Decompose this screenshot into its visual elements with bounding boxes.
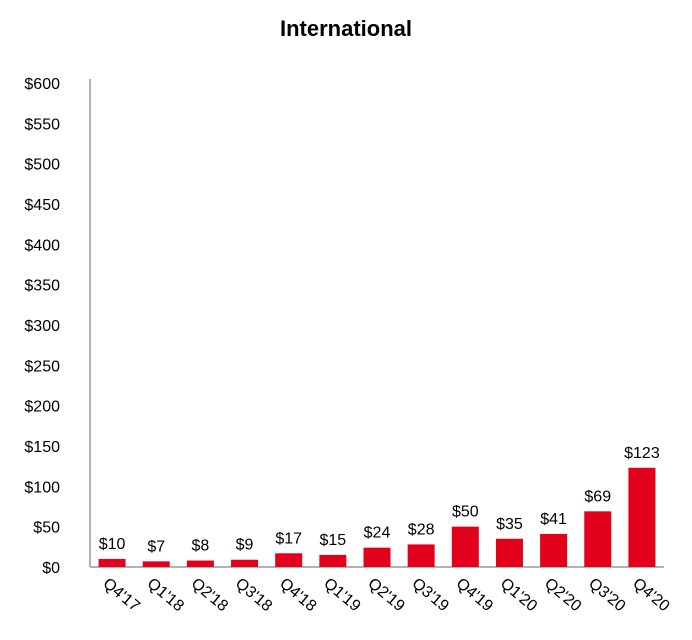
data-label: $35 (496, 516, 523, 533)
bar (540, 533, 568, 567)
x-tick-label: Q2'20 (541, 575, 584, 615)
bar (451, 526, 479, 567)
bar (628, 467, 656, 567)
data-label: $50 (452, 504, 479, 521)
y-tick-label: $50 (33, 520, 60, 537)
bar (495, 538, 523, 567)
x-tick-label: Q4'20 (629, 575, 672, 615)
y-tick-label: $450 (24, 197, 60, 214)
y-tick-label: $300 (24, 318, 60, 335)
y-tick-label: $550 (24, 116, 60, 133)
bar (275, 553, 303, 567)
chart-title: International (279, 16, 412, 41)
data-label: $69 (584, 488, 611, 505)
x-tick-label: Q1'20 (497, 575, 540, 615)
x-tick-label: Q2'19 (364, 575, 407, 615)
y-tick-label: $400 (24, 237, 60, 254)
x-tick-label: Q1'18 (144, 575, 187, 615)
data-label: $123 (624, 445, 660, 462)
y-tick-label: $150 (24, 439, 60, 456)
data-label: $28 (408, 521, 435, 538)
x-tick-label: Q3'19 (409, 575, 452, 615)
x-tick-label: Q4'17 (100, 575, 143, 615)
bar (142, 561, 170, 567)
bar (98, 558, 126, 567)
data-label: $7 (147, 538, 165, 555)
x-tick-label: Q3'18 (232, 575, 275, 615)
y-tick-label: $200 (24, 399, 60, 416)
x-tick-label: Q2'18 (188, 575, 231, 615)
y-tick-label: $350 (24, 278, 60, 295)
y-tick-label: $100 (24, 479, 60, 496)
bar (584, 511, 612, 567)
bar-group (98, 467, 656, 567)
data-label: $10 (99, 536, 126, 553)
x-axis-tick-labels: Q4'17 Q1'18 Q2'18 Q3'18 Q4'18 Q1'19 Q2'19 Q3'19… (100, 575, 673, 615)
data-label: $17 (275, 530, 302, 547)
data-label: $24 (364, 525, 391, 542)
bar (186, 560, 214, 567)
data-label: $15 (319, 532, 346, 549)
y-axis-ticks: $0 $50 $100 $150 $200 $250 $300 $350 $400 $450 $50… (24, 76, 60, 577)
y-tick-label: $500 (24, 157, 60, 174)
bar (319, 554, 347, 567)
data-label: $9 (236, 537, 254, 554)
y-tick-label: $600 (24, 76, 60, 93)
x-tick-label: Q1'19 (320, 575, 363, 615)
x-tick-label: Q4'18 (276, 575, 319, 615)
x-tick-label: Q4'19 (453, 575, 496, 615)
bar (363, 547, 391, 567)
data-label: $8 (191, 538, 209, 555)
y-tick-label: $0 (42, 560, 60, 577)
y-tick-label: $250 (24, 358, 60, 375)
data-label: $41 (540, 511, 567, 528)
bar (407, 544, 435, 567)
bar (231, 559, 259, 567)
x-tick-label: Q3'20 (585, 575, 628, 615)
data-label-group: $10 $7 $8 $9 $17 $15 $24 $28 $50 $35 $41 $69 $123 (99, 445, 660, 556)
